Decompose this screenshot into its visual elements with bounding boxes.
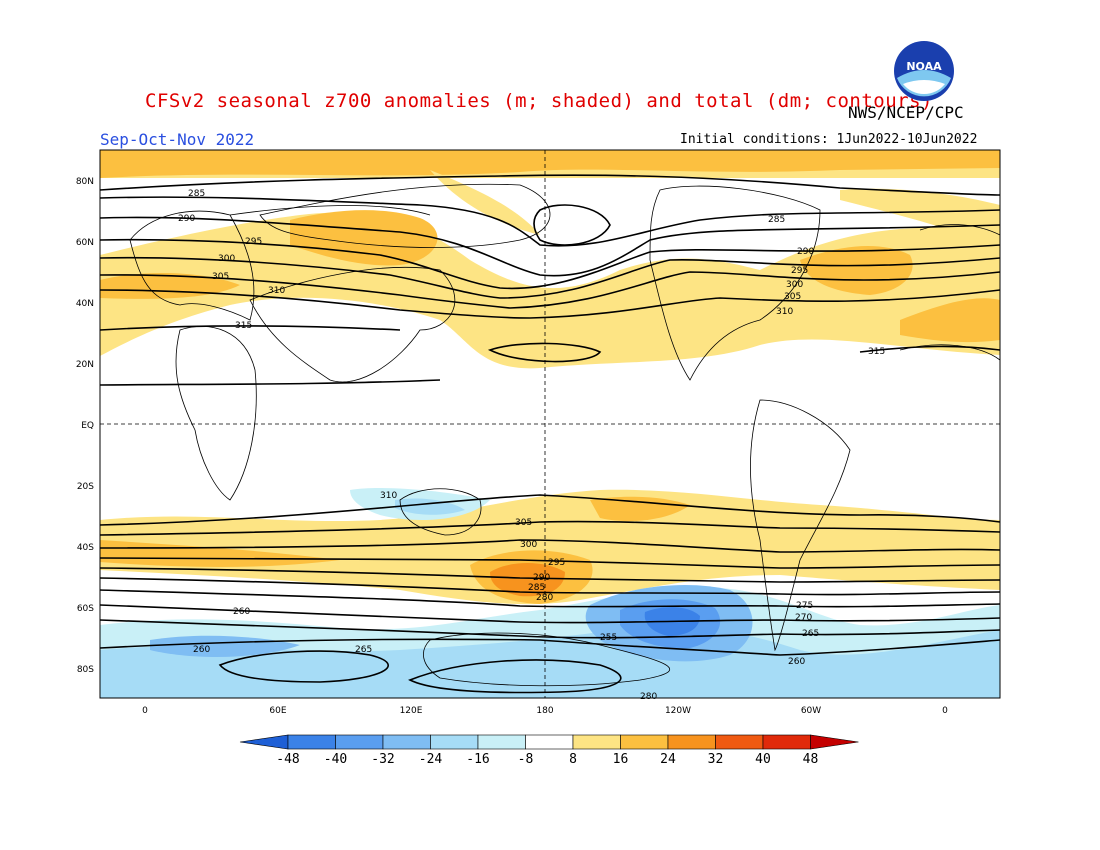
height-contours (100, 174, 1000, 694)
colorbar-label: 24 (660, 752, 676, 767)
colorbar-label: 32 (708, 752, 724, 767)
lon-label: 0 (942, 706, 948, 716)
colorbar-swatch (762, 734, 811, 750)
contour-label: 305 (212, 272, 229, 282)
colorbar-swatch (287, 734, 336, 750)
contour-label: 305 (515, 518, 532, 528)
colorbar-swatch (477, 734, 526, 750)
contour-label: 300 (218, 254, 235, 264)
season-label: Sep-Oct-Nov 2022 (100, 130, 255, 149)
lon-label: 120E (400, 706, 423, 716)
colorbar-swatch (667, 734, 716, 750)
colorbar-swatch (335, 734, 384, 750)
contour-label: 300 (520, 540, 537, 550)
lon-label: 0 (142, 706, 148, 716)
lat-label: 80S (77, 665, 94, 675)
contour-label: 260 (193, 645, 210, 655)
contour-label: 290 (178, 214, 195, 224)
contour-labels: 285 290 295 300 305 310 315 285 290 295 … (178, 189, 885, 702)
contour-label: 300 (786, 280, 803, 290)
noaa-logo: NOAA (894, 41, 954, 101)
lat-label: 80N (76, 177, 94, 187)
colorbar-label: 48 (803, 752, 819, 767)
initial-conditions-label: Initial conditions: 1Jun2022-10Jun2022 (680, 132, 978, 147)
contour-label: 295 (791, 266, 808, 276)
colorbar-left-arrow (239, 734, 289, 750)
lat-label: EQ (81, 421, 94, 431)
contour-label: 255 (600, 633, 617, 643)
colorbar-label: 16 (613, 752, 629, 767)
contour-label: 310 (776, 307, 793, 317)
contour-label: 260 (233, 607, 250, 617)
lon-label: 60W (801, 706, 821, 716)
map-frame (99, 149, 1001, 699)
colorbar-swatch (525, 734, 574, 750)
lat-label: 20S (77, 482, 94, 492)
colorbar-right-arrow (810, 734, 859, 750)
svg-text:NOAA: NOAA (906, 60, 942, 73)
coastlines (129, 183, 1000, 687)
colorbar-label: -16 (466, 752, 489, 767)
contour-label: 270 (795, 613, 812, 623)
chart-title: CFSv2 seasonal z700 anomalies (m; shaded… (145, 90, 933, 112)
lat-label: 60S (77, 604, 94, 614)
contour-label: 285 (768, 215, 785, 225)
lon-label: 120W (665, 706, 691, 716)
contour-label: 310 (268, 286, 285, 296)
contour-label: 280 (536, 593, 553, 603)
contour-label: 285 (528, 583, 545, 593)
contour-label: 280 (640, 692, 657, 702)
longitude-axis: 0 60E 120E 180 120W 60W 0 (142, 706, 948, 716)
colorbar: -48 -40 -32 -24 -16 -8 8 16 24 32 40 48 (239, 734, 859, 767)
lon-label: 60E (269, 706, 286, 716)
colorbar-label: -24 (419, 752, 443, 767)
contour-label: 305 (784, 292, 801, 302)
colorbar-swatch (620, 734, 669, 750)
colorbar-label: -40 (324, 752, 347, 767)
contour-label: 295 (245, 237, 262, 247)
colorbar-swatch (715, 734, 764, 750)
contour-label: 260 (788, 657, 805, 667)
colorbar-label: 8 (569, 752, 577, 767)
agency-label: NWS/NCEP/CPC (848, 103, 964, 122)
colorbar-label: -32 (371, 752, 394, 767)
lat-label: 20N (76, 360, 94, 370)
contour-label: 315 (235, 321, 252, 331)
colorbar-label: -48 (276, 752, 299, 767)
colorbar-swatch (430, 734, 479, 750)
lat-label: 60N (76, 238, 94, 248)
contour-label: 285 (188, 189, 205, 199)
contour-label: 265 (802, 629, 819, 639)
contour-label: 290 (797, 247, 814, 257)
contour-label: 310 (380, 491, 397, 501)
contour-label: 275 (796, 601, 813, 611)
colorbar-label: 40 (755, 752, 771, 767)
colorbar-swatch (572, 734, 621, 750)
contour-label: 295 (548, 558, 565, 568)
lat-label: 40N (76, 299, 94, 309)
lon-label: 180 (536, 706, 553, 716)
contour-label: 290 (533, 573, 550, 583)
contour-label: 315 (868, 347, 885, 357)
contour-label: 265 (355, 645, 372, 655)
colorbar-label: -8 (518, 752, 534, 767)
latitude-axis: 80N 60N 40N 20N EQ 20S 40S 60S 80S (76, 177, 94, 675)
lat-label: 40S (77, 543, 94, 553)
colorbar-swatch (382, 734, 431, 750)
